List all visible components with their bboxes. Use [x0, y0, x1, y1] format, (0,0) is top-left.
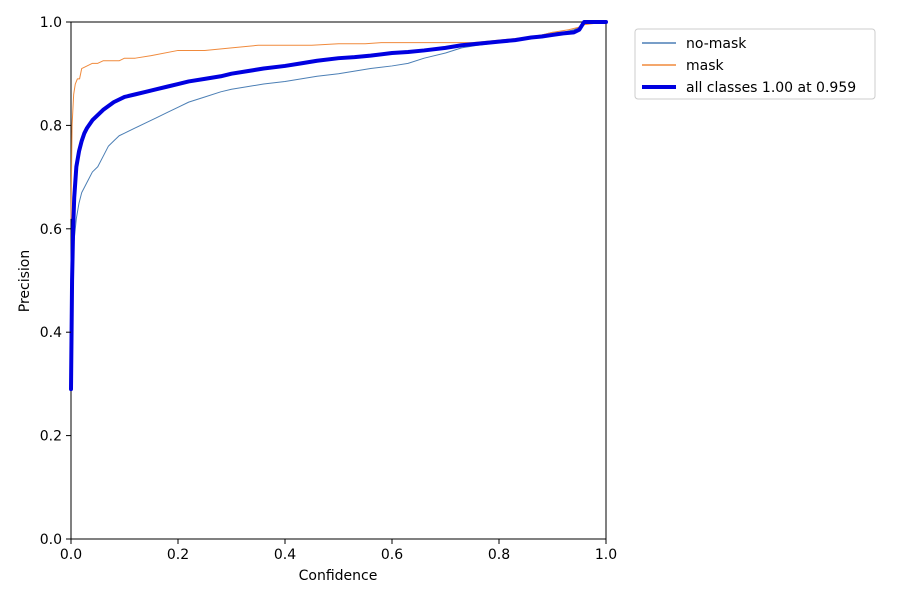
y-axis-label: Precision	[17, 250, 33, 312]
y-tick-label: 0.0	[40, 532, 62, 548]
y-tick-label: 0.6	[40, 222, 62, 238]
legend-label-all-classes: all classes 1.00 at 0.959	[686, 80, 856, 96]
series-line-no-mask	[70, 21, 607, 390]
x-tick-label: 0.2	[167, 547, 189, 563]
x-tick-label: 1.0	[595, 547, 617, 563]
x-tick-label: 0.8	[488, 547, 510, 563]
plot-frame	[70, 21, 607, 540]
x-tick-label: 0.6	[381, 547, 403, 563]
legend-label-mask: mask	[686, 58, 725, 74]
x-tick-label: 0.4	[274, 547, 296, 563]
series-layer	[69, 20, 608, 392]
y-tick-label: 0.2	[40, 429, 62, 445]
x-axis-ticks: 0.0 0.2 0.4 0.6 0.8 1.0	[60, 539, 617, 563]
x-axis-label: Confidence	[299, 568, 378, 584]
legend-label-no-mask: no-mask	[686, 36, 747, 52]
series-line-all-classes	[69, 20, 608, 392]
legend: no-mask mask all classes 1.00 at 0.959	[634, 28, 876, 100]
y-axis-ticks: 0.0 0.2 0.4 0.6 0.8 1.0	[40, 15, 71, 548]
legend-box	[634, 28, 876, 100]
y-tick-label: 1.0	[40, 15, 62, 31]
x-tick-label: 0.0	[60, 547, 82, 563]
y-tick-label: 0.4	[40, 325, 62, 341]
y-tick-label: 0.8	[40, 118, 62, 134]
